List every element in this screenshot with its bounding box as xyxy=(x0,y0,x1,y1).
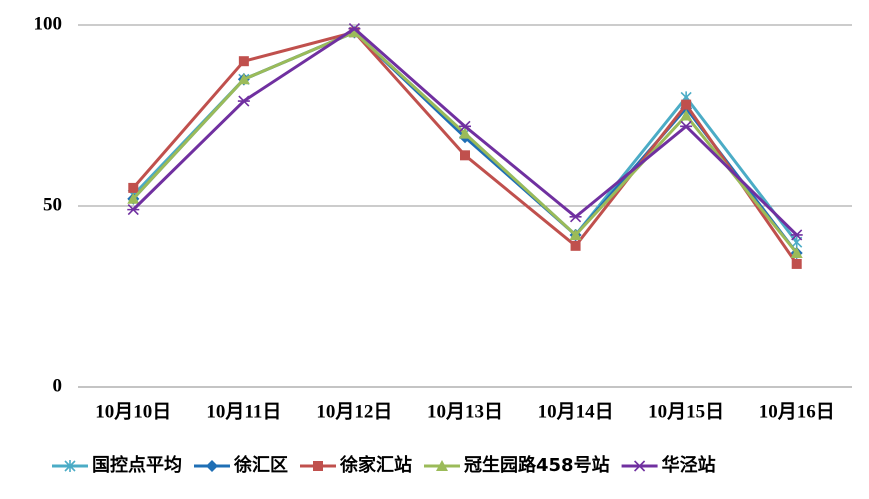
marker xyxy=(64,460,76,472)
legend-label: 华泾站 xyxy=(662,454,716,476)
y-tick-label: 100 xyxy=(34,13,63,34)
marker xyxy=(790,229,803,241)
legend-label: 国控点平均 xyxy=(92,454,182,476)
legend-item: 冠生园路458号站 xyxy=(424,454,610,476)
marker xyxy=(127,204,140,216)
marker xyxy=(237,95,250,107)
legend-label: 徐家汇站 xyxy=(339,454,412,476)
marker xyxy=(460,150,470,161)
x-tick-label: 10月13日 xyxy=(427,401,503,422)
marker xyxy=(128,182,139,193)
marker xyxy=(206,460,218,472)
marker xyxy=(680,120,693,132)
marker xyxy=(313,461,323,471)
marker xyxy=(570,240,581,251)
marker xyxy=(569,211,582,223)
x-tick-label: 10月15日 xyxy=(648,401,724,422)
marker xyxy=(569,228,582,240)
marker xyxy=(790,247,803,259)
marker xyxy=(791,258,802,269)
marker xyxy=(680,109,693,121)
y-tick-label: 50 xyxy=(43,194,62,215)
marker xyxy=(436,460,448,471)
x-tick-label: 10月14日 xyxy=(538,401,614,422)
x-tick-label: 10月16日 xyxy=(759,401,835,422)
legend-label: 冠生园路458号站 xyxy=(464,454,610,476)
marker xyxy=(348,23,361,35)
marker xyxy=(459,120,471,132)
marker xyxy=(633,460,646,472)
legend-item: 国控点平均 xyxy=(52,454,182,476)
x-tick-label: 10月11日 xyxy=(206,401,281,422)
marker xyxy=(459,127,471,139)
marker xyxy=(238,56,249,67)
series-line xyxy=(132,30,798,265)
marker xyxy=(237,73,250,85)
legend-label: 徐汇区 xyxy=(233,454,288,476)
legend-item: 徐汇区 xyxy=(194,454,288,476)
x-tick-label: 10月12日 xyxy=(316,401,392,422)
legend-item: 徐家汇站 xyxy=(300,454,412,476)
legend-item: 华泾站 xyxy=(621,454,716,476)
y-tick-label: 0 xyxy=(53,375,63,396)
marker xyxy=(348,26,361,38)
x-tick-label: 10月10日 xyxy=(95,401,171,422)
marker xyxy=(681,99,692,110)
marker xyxy=(127,192,140,204)
